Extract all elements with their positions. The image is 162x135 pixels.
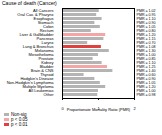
svg-text:PMR = 1.00: PMR = 1.00 bbox=[136, 89, 156, 94]
svg-text:Mesothelioma: Mesothelioma bbox=[28, 52, 54, 58]
svg-text:0: 0 bbox=[61, 106, 64, 111]
svg-text:Kidney: Kidney bbox=[41, 60, 54, 66]
svg-text:PMR = 0.90: PMR = 0.90 bbox=[136, 21, 156, 26]
svg-text:Prostate: Prostate bbox=[38, 56, 54, 62]
svg-text:PMR = 1.10: PMR = 1.10 bbox=[136, 61, 156, 66]
svg-text:All Leukemias: All Leukemias bbox=[28, 88, 54, 94]
svg-text:Bladder: Bladder bbox=[39, 64, 54, 70]
svg-text:Brain & CNS: Brain & CNS bbox=[30, 68, 54, 74]
svg-text:Larynx: Larynx bbox=[41, 40, 54, 46]
html-text:Cause of death (Cancer): Cause of death (Cancer) bbox=[2, 0, 57, 6]
svg-text:PMR = 1.00: PMR = 1.00 bbox=[136, 53, 156, 58]
svg-text:PMR = 1.30: PMR = 1.30 bbox=[136, 49, 156, 54]
svg-text:PMR = 1.40: PMR = 1.40 bbox=[136, 69, 156, 74]
svg-text:Liver & Gallbladder: Liver & Gallbladder bbox=[19, 32, 54, 38]
svg-text:PMR = 1.20: PMR = 1.20 bbox=[137, 33, 156, 37]
svg-text:PMR = 1.25: PMR = 1.25 bbox=[137, 65, 156, 69]
svg-text:PMR = 0.70: PMR = 0.70 bbox=[136, 41, 156, 46]
svg-text:Colon: Colon bbox=[43, 24, 54, 30]
svg-text:PMR = 0.95: PMR = 0.95 bbox=[136, 13, 156, 18]
svg-text:Proportionate Mortality Ratio: Proportionate Mortality Ratio (PMR) bbox=[67, 107, 131, 112]
svg-text:Other: Other bbox=[43, 92, 54, 97]
svg-text:PMR = 1.05: PMR = 1.05 bbox=[136, 81, 156, 86]
svg-text:PMR = 0.90: PMR = 0.90 bbox=[136, 77, 156, 82]
svg-text:Non-Hodgkin's Lymphoma: Non-Hodgkin's Lymphoma bbox=[6, 80, 54, 86]
svg-text:PMR = 0.85: PMR = 0.85 bbox=[136, 57, 156, 62]
svg-text:Rectum: Rectum bbox=[39, 28, 54, 34]
html-text:p < 0.05: p < 0.05 bbox=[11, 117, 28, 122]
svg-text:Melanoma: Melanoma bbox=[34, 48, 54, 54]
svg-text:Multiple Myeloma: Multiple Myeloma bbox=[22, 84, 54, 90]
svg-text:Thyroid: Thyroid bbox=[40, 72, 54, 78]
svg-text:PMR = 0.80: PMR = 0.80 bbox=[136, 29, 156, 34]
svg-text:2: 2 bbox=[133, 106, 136, 111]
svg-text:Hodgkin's Disease: Hodgkin's Disease bbox=[20, 76, 54, 82]
svg-text:Oral Cav. & Pharynx: Oral Cav. & Pharynx bbox=[17, 12, 54, 18]
svg-text:Pancreas: Pancreas bbox=[36, 36, 54, 42]
html-text:Non-sig: Non-sig bbox=[11, 112, 27, 117]
svg-text:PMR = 0.60: PMR = 0.60 bbox=[136, 73, 156, 78]
svg-text:PMR = 1.15: PMR = 1.15 bbox=[136, 37, 156, 42]
svg-text:PMR = 1.08: PMR = 1.08 bbox=[137, 45, 156, 49]
svg-text:PMR = 1.05: PMR = 1.05 bbox=[136, 25, 156, 30]
svg-text:Stomach: Stomach bbox=[37, 20, 54, 26]
svg-text:Esophagus: Esophagus bbox=[33, 16, 54, 22]
svg-text:Lung & Bronchus: Lung & Bronchus bbox=[22, 44, 54, 50]
svg-text:PMR = 1.02: PMR = 1.02 bbox=[136, 9, 156, 14]
html-text:p < 0.01: p < 0.01 bbox=[11, 122, 28, 127]
svg-text:PMR = 1.20: PMR = 1.20 bbox=[136, 85, 156, 90]
svg-text:All Cancers: All Cancers bbox=[33, 8, 54, 14]
svg-text:PMR = 1.10: PMR = 1.10 bbox=[136, 17, 156, 22]
svg-text:PMR = 0.98: PMR = 0.98 bbox=[137, 93, 156, 97]
